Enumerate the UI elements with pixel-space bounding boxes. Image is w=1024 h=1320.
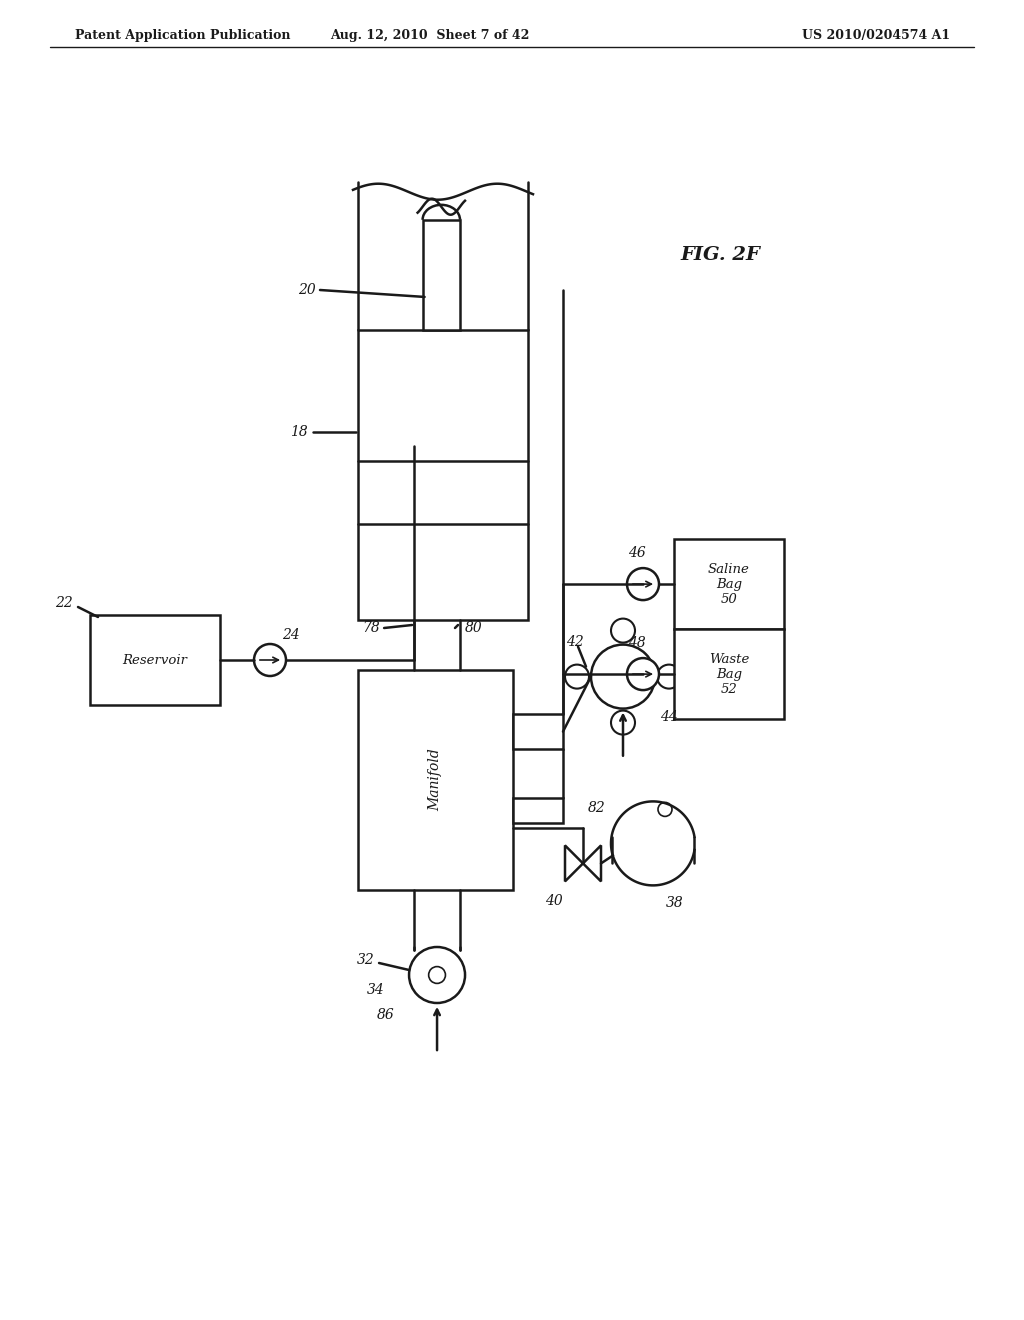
Bar <box>513 714 563 750</box>
Text: 48: 48 <box>628 636 646 651</box>
Bar <box>358 330 528 620</box>
Circle shape <box>409 946 465 1003</box>
Text: 82: 82 <box>588 801 606 816</box>
Text: 78: 78 <box>362 620 380 635</box>
Circle shape <box>627 568 659 601</box>
Text: Waste
Bag
52: Waste Bag 52 <box>709 652 750 696</box>
Text: Aug. 12, 2010  Sheet 7 of 42: Aug. 12, 2010 Sheet 7 of 42 <box>331 29 529 41</box>
Circle shape <box>657 664 681 689</box>
Circle shape <box>591 644 655 709</box>
Bar <box>674 630 784 719</box>
Circle shape <box>254 644 286 676</box>
Text: Reservoir: Reservoir <box>123 653 187 667</box>
Circle shape <box>658 803 672 816</box>
Circle shape <box>611 619 635 643</box>
Text: 24: 24 <box>282 628 300 642</box>
Text: 86: 86 <box>377 1008 395 1022</box>
Bar <box>674 539 784 630</box>
Text: Patent Application Publication: Patent Application Publication <box>75 29 291 41</box>
Text: 20: 20 <box>298 282 315 297</box>
Bar <box>513 799 563 824</box>
Text: 34: 34 <box>367 983 385 997</box>
Bar <box>358 671 513 890</box>
Text: 22: 22 <box>55 597 73 610</box>
Text: 44: 44 <box>660 710 678 723</box>
Text: 80: 80 <box>465 620 482 635</box>
Bar <box>90 615 220 705</box>
Circle shape <box>429 966 445 983</box>
Text: 46: 46 <box>628 546 646 560</box>
Text: 42: 42 <box>566 635 584 648</box>
Text: 40: 40 <box>545 895 563 908</box>
Text: 32: 32 <box>357 953 375 968</box>
Text: FIG. 2F: FIG. 2F <box>680 246 760 264</box>
Text: US 2010/0204574 A1: US 2010/0204574 A1 <box>802 29 950 41</box>
Circle shape <box>565 664 589 689</box>
Text: 38: 38 <box>666 896 683 911</box>
Text: 18: 18 <box>290 425 308 438</box>
Text: Manifold: Manifold <box>428 748 442 812</box>
Circle shape <box>611 710 635 735</box>
Text: Saline
Bag
50: Saline Bag 50 <box>708 562 750 606</box>
Circle shape <box>627 659 659 690</box>
Bar <box>423 220 460 330</box>
